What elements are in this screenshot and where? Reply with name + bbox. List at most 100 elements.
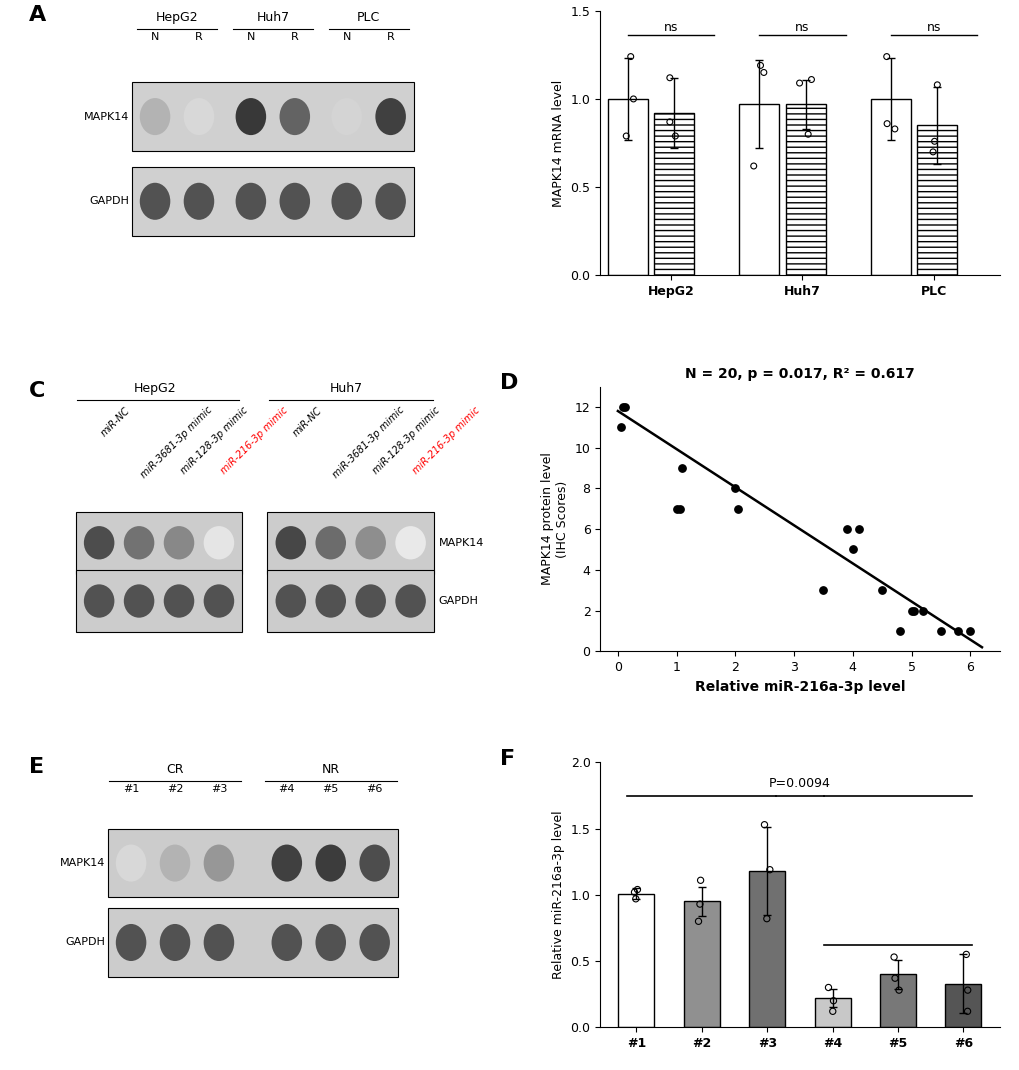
Point: [877, 48, 894, 65]
Bar: [916, 125, 956, 275]
Text: ns: ns: [795, 20, 809, 33]
Ellipse shape: [123, 526, 154, 560]
Point: [755, 64, 771, 81]
Ellipse shape: [271, 924, 302, 961]
Text: P=0.0094: P=0.0094: [768, 777, 830, 791]
Ellipse shape: [204, 924, 234, 961]
Point: [667, 500, 684, 517]
Ellipse shape: [183, 183, 214, 219]
Ellipse shape: [355, 584, 385, 617]
FancyBboxPatch shape: [267, 511, 433, 574]
FancyBboxPatch shape: [75, 511, 243, 574]
Point: [690, 913, 706, 930]
Ellipse shape: [375, 183, 406, 219]
Text: miR-3681-3p mimic: miR-3681-3p mimic: [330, 406, 406, 480]
Y-axis label: MAPK14 mRNA level: MAPK14 mRNA level: [551, 79, 565, 207]
Point: [959, 981, 975, 998]
Text: #6: #6: [366, 784, 382, 794]
Text: Huh7: Huh7: [330, 382, 363, 395]
Point: [671, 500, 687, 517]
Bar: [653, 113, 694, 275]
Ellipse shape: [164, 584, 194, 617]
Bar: [879, 975, 915, 1027]
Text: MAPK14: MAPK14: [60, 858, 105, 868]
Text: PLC: PLC: [357, 11, 380, 24]
Text: Huh7: Huh7: [256, 11, 289, 24]
Ellipse shape: [315, 526, 345, 560]
Point: [959, 1003, 975, 1020]
Point: [961, 623, 977, 640]
Ellipse shape: [140, 98, 170, 135]
Point: [838, 521, 854, 538]
Ellipse shape: [275, 526, 306, 560]
Point: [925, 133, 942, 150]
Point: [799, 125, 815, 142]
Point: [692, 872, 708, 889]
Bar: [785, 104, 824, 275]
Ellipse shape: [375, 98, 406, 135]
X-axis label: Relative miR-216a-3p level: Relative miR-216a-3p level: [694, 679, 904, 693]
Bar: [945, 983, 980, 1027]
Point: [612, 418, 629, 435]
Point: [931, 623, 948, 640]
Bar: [739, 104, 779, 275]
Text: MAPK14: MAPK14: [84, 111, 129, 122]
Text: N: N: [151, 32, 159, 43]
Text: miR-216-3p mimic: miR-216-3p mimic: [219, 406, 289, 476]
Bar: [618, 893, 654, 1027]
Bar: [814, 998, 850, 1027]
Point: [886, 969, 902, 987]
Text: R: R: [386, 32, 394, 43]
Point: [791, 75, 807, 92]
Ellipse shape: [84, 526, 114, 560]
Point: [752, 57, 768, 74]
Text: miR-216-3p mimic: miR-216-3p mimic: [411, 406, 481, 476]
Point: [823, 1003, 840, 1020]
Bar: [870, 98, 910, 275]
FancyBboxPatch shape: [131, 82, 414, 151]
Text: miR-NC: miR-NC: [99, 406, 131, 438]
Text: NR: NR: [321, 763, 339, 776]
Text: #3: #3: [211, 784, 227, 794]
Text: MAPK14: MAPK14: [438, 538, 483, 548]
Ellipse shape: [235, 183, 266, 219]
Text: A: A: [30, 5, 47, 26]
Point: [730, 500, 746, 517]
Ellipse shape: [160, 844, 191, 882]
Point: [691, 896, 707, 913]
Point: [666, 127, 683, 144]
Point: [906, 602, 922, 620]
Point: [957, 946, 973, 963]
Ellipse shape: [275, 584, 306, 617]
Point: [622, 48, 638, 65]
Point: [890, 981, 906, 998]
Text: R: R: [290, 32, 299, 43]
Point: [626, 884, 642, 901]
Text: miR-128-3p mimic: miR-128-3p mimic: [178, 406, 250, 476]
Point: [950, 623, 966, 640]
Ellipse shape: [164, 526, 194, 560]
Point: [803, 71, 819, 88]
Text: #5: #5: [322, 784, 338, 794]
Point: [745, 157, 761, 174]
Point: [886, 948, 902, 965]
Bar: [749, 871, 785, 1027]
Point: [850, 521, 866, 538]
Ellipse shape: [140, 183, 170, 219]
FancyBboxPatch shape: [108, 828, 397, 898]
Text: D: D: [500, 373, 519, 394]
Ellipse shape: [395, 526, 426, 560]
Point: [618, 127, 634, 144]
Point: [924, 143, 941, 160]
Point: [727, 479, 743, 496]
Text: #1: #1: [122, 784, 140, 794]
Ellipse shape: [315, 584, 345, 617]
Y-axis label: Relative miR-216a-3p level: Relative miR-216a-3p level: [551, 811, 565, 979]
Ellipse shape: [235, 98, 266, 135]
Point: [674, 459, 690, 476]
Ellipse shape: [315, 844, 345, 882]
Ellipse shape: [160, 924, 191, 961]
Text: ns: ns: [663, 20, 678, 33]
Bar: [683, 901, 719, 1027]
Point: [814, 582, 830, 599]
